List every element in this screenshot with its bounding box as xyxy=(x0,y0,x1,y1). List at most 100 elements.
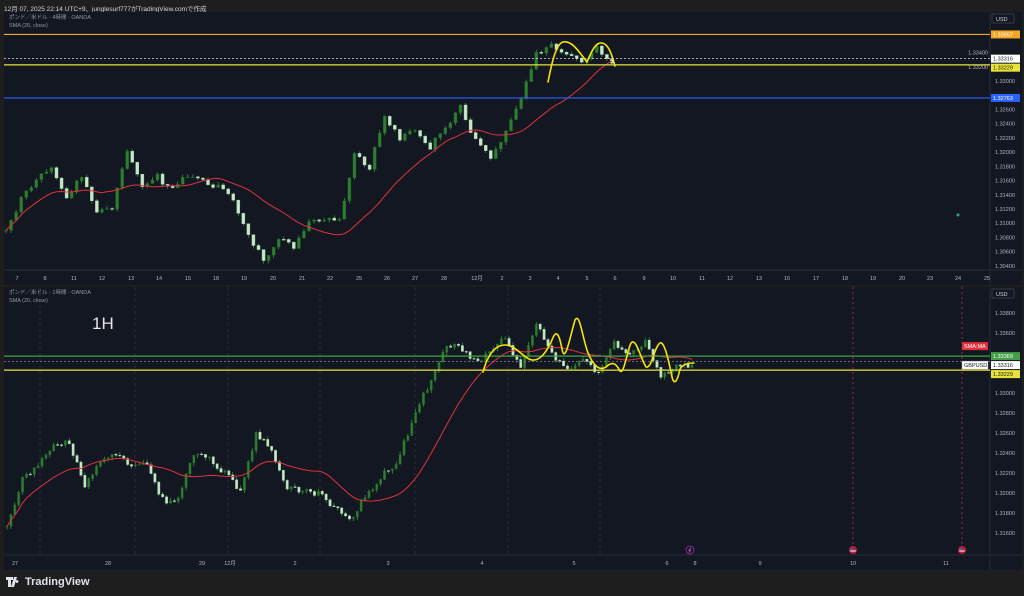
chart-1h-svg[interactable]: 1.31600 1.31800 1.32000 1.32200 1.32400 1.326… xyxy=(4,287,1022,570)
hand-drawn-pattern[interactable] xyxy=(482,317,695,383)
candle-body xyxy=(620,347,624,350)
x-tick-label: 2 xyxy=(500,276,503,282)
x-tick-label: 20 xyxy=(899,276,905,282)
candle-body xyxy=(562,360,565,367)
currency-label[interactable]: USD xyxy=(996,292,1008,298)
candle-body xyxy=(336,506,340,509)
candle-body xyxy=(402,440,406,456)
tradingview-logo-icon xyxy=(6,577,19,587)
candle-body xyxy=(616,341,620,348)
candle-body xyxy=(559,49,564,53)
candle-body xyxy=(529,69,533,82)
candle-body xyxy=(375,483,379,490)
indicator-label[interactable]: SMA (20, close) xyxy=(9,298,48,304)
candle-body xyxy=(87,478,91,488)
y-tick-label: 1.30400 xyxy=(995,264,1015,270)
candle-body xyxy=(200,453,203,456)
x-tick-label: 3 xyxy=(528,276,531,282)
x-tick-label: 14 xyxy=(156,276,162,282)
candle-body xyxy=(647,339,651,350)
candle-body xyxy=(383,470,386,480)
candle-body xyxy=(169,500,172,504)
y-tick-label: 1.31000 xyxy=(995,221,1015,227)
candle-body xyxy=(509,119,513,131)
candle-body xyxy=(118,455,122,457)
candle-body xyxy=(577,361,581,366)
candle-body xyxy=(226,188,230,195)
candle-body xyxy=(262,439,266,441)
candle-body xyxy=(276,239,281,248)
x-tick-label: 12月 xyxy=(471,275,483,282)
indicator-label[interactable]: SMA (20, close) xyxy=(9,23,48,29)
chart-4h-panel[interactable]: 1.30400 1.30600 1.30800 1.31000 1.31200 1.314… xyxy=(4,12,1022,285)
candle-body xyxy=(534,323,538,336)
candle-body xyxy=(231,474,235,481)
candle-body xyxy=(115,187,119,210)
y-tick-label: 1.33000 xyxy=(995,391,1015,397)
y-tick-label: 1.31600 xyxy=(995,179,1015,185)
x-tick-label: 11 xyxy=(943,561,949,567)
candle-body xyxy=(221,184,225,190)
currency-label[interactable]: USD xyxy=(996,17,1008,23)
x-tick-label: 3 xyxy=(386,561,389,567)
candle-body xyxy=(398,454,402,465)
candle-body xyxy=(180,487,184,499)
candle-body xyxy=(316,491,320,496)
candle-body xyxy=(130,464,133,467)
y-tick-label: 1.33000 xyxy=(995,79,1015,85)
candle-body xyxy=(574,55,579,59)
sma-line[interactable] xyxy=(5,60,613,236)
candle-body xyxy=(134,464,137,467)
candle-body xyxy=(355,510,359,518)
candle-body xyxy=(484,353,488,361)
candle-body xyxy=(71,443,75,456)
candle-body xyxy=(332,217,336,221)
candle-body xyxy=(468,119,473,133)
candle-body xyxy=(523,356,527,368)
candle-body xyxy=(69,191,74,199)
candle-body xyxy=(437,361,441,372)
candle-body xyxy=(74,180,79,193)
candle-body xyxy=(394,463,398,469)
candle-body xyxy=(99,461,102,467)
candle-body xyxy=(388,116,392,126)
symbol-title: ポンド／米ドル · 4時間 · OANDA xyxy=(9,15,91,21)
candle-body xyxy=(36,465,40,468)
candle-body xyxy=(379,479,383,485)
candle-body xyxy=(433,137,437,150)
y-tick-label: 1.31800 xyxy=(995,164,1015,170)
candle-body xyxy=(655,360,659,368)
currency-button[interactable] xyxy=(991,288,1015,299)
candle-body xyxy=(463,104,468,120)
series-tag: GBPUSD xyxy=(964,363,987,369)
currency-button[interactable] xyxy=(991,13,1015,24)
candle-body xyxy=(546,339,550,347)
candle-body xyxy=(289,486,293,490)
candle-body xyxy=(328,499,332,507)
chart-4h-svg[interactable]: 1.30400 1.30600 1.30800 1.31000 1.31200 1.314… xyxy=(4,12,1022,285)
y-tick-label: 1.33400 xyxy=(968,51,988,57)
footer-brand[interactable]: TradingView xyxy=(6,576,90,588)
candle-body xyxy=(21,476,24,493)
candle-body xyxy=(337,219,342,221)
candle-body xyxy=(601,366,604,373)
candle-body xyxy=(236,199,241,214)
candle-body xyxy=(675,364,678,370)
x-tick-label: 12 xyxy=(727,276,733,282)
candle-body xyxy=(39,173,44,181)
flash-glyph xyxy=(688,547,692,553)
price-label: 1.33229 xyxy=(993,66,1013,72)
x-tick-label: 28 xyxy=(441,276,447,282)
x-tick-label: 10 xyxy=(850,561,856,567)
hand-drawn-pattern[interactable] xyxy=(547,41,616,83)
candle-body xyxy=(44,454,48,459)
series-tag-box xyxy=(962,342,988,351)
chart-1h-panel[interactable]: 1.31600 1.31800 1.32000 1.32200 1.32400 1.326… xyxy=(4,287,1022,570)
candle-body xyxy=(165,496,168,504)
candle-body xyxy=(534,52,538,70)
sma-line[interactable] xyxy=(6,347,693,527)
candle-body xyxy=(515,354,519,360)
candle-body xyxy=(80,177,84,182)
candle-body xyxy=(270,446,274,451)
candle-body xyxy=(282,239,286,241)
